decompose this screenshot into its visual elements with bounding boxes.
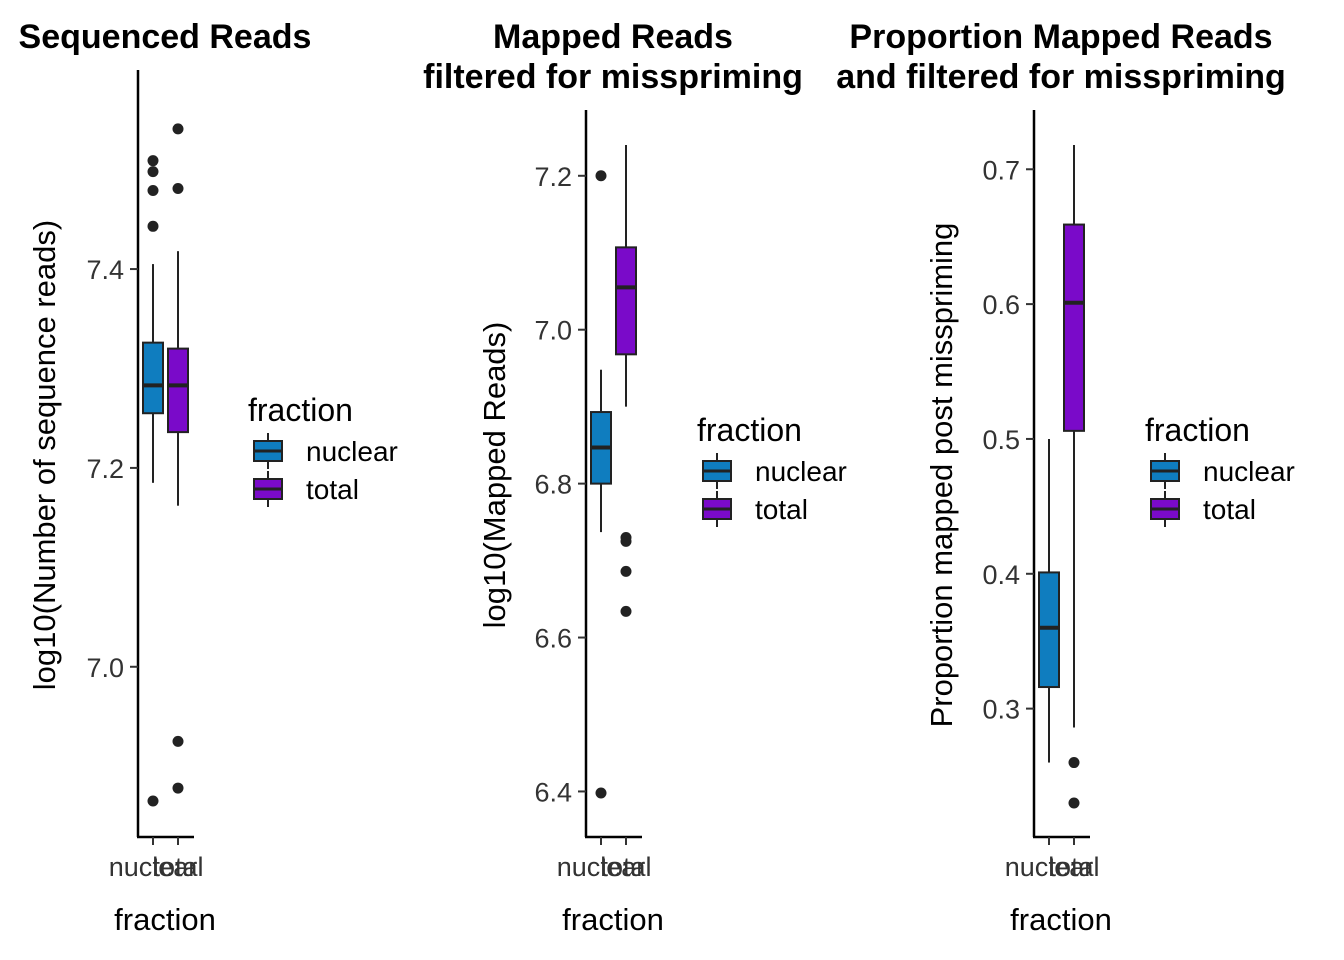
panel-title-line: and filtered for misspriming: [836, 58, 1286, 96]
legend-label-nuclear: nuclear: [755, 456, 847, 487]
box-iqr: [1038, 571, 1060, 689]
legend-label-total: total: [1203, 494, 1256, 525]
x-tick-label: total: [1048, 852, 1099, 882]
outlier-point: [147, 795, 159, 807]
y-axis-label: log10(Mapped Reads): [477, 322, 512, 629]
y-tick-label: 6.4: [534, 777, 572, 807]
outlier-point: [172, 123, 184, 135]
box-iqr: [167, 347, 189, 434]
outlier-point: [620, 565, 632, 577]
box-nuclear: [590, 170, 612, 799]
x-tick-label: nuclear: [109, 852, 198, 882]
legend-title: fraction: [1145, 412, 1250, 448]
y-axis-label: Proportion mapped post misspriming: [924, 223, 959, 728]
box-nuclear: [1038, 438, 1060, 763]
outlier-point: [620, 531, 632, 543]
legend-label-total: total: [755, 494, 808, 525]
box-iqr: [142, 341, 164, 415]
outlier-point: [1068, 797, 1080, 809]
box-total: [615, 145, 637, 617]
legend-label-nuclear: nuclear: [1203, 456, 1295, 487]
panel-title-line: Proportion Mapped Reads: [849, 18, 1272, 56]
y-tick-label: 6.8: [534, 470, 572, 500]
outlier-point: [147, 155, 159, 167]
x-tick-label: total: [152, 852, 203, 882]
legend-label-nuclear: nuclear: [306, 436, 398, 467]
y-tick-label: 7.2: [534, 162, 572, 192]
panel-title-line: Mapped Reads: [493, 18, 733, 56]
outlier-point: [172, 735, 184, 747]
x-tick-label: nuclear: [557, 852, 646, 882]
outlier-point: [620, 605, 632, 617]
y-tick-label: 7.0: [534, 316, 572, 346]
outlier-point: [147, 185, 159, 197]
y-axis-label: log10(Number of sequence reads): [27, 220, 62, 690]
y-tick-label: 0.6: [982, 290, 1020, 320]
y-tick-label: 7.2: [86, 454, 124, 484]
panel-title-line: Sequenced Reads: [19, 18, 312, 56]
x-tick-label: nuclear: [1005, 852, 1094, 882]
panel-1: Sequenced Reads7.07.27.4nucleartotalfrac…: [19, 18, 398, 937]
outlier-point: [172, 782, 184, 794]
legend: fraction nuclear total: [1145, 412, 1295, 527]
legend-label-total: total: [306, 474, 359, 505]
y-tick-label: 7.0: [86, 653, 124, 683]
outlier-point: [147, 220, 159, 232]
y-tick-label: 0.3: [982, 695, 1020, 725]
x-axis-label: fraction: [562, 902, 664, 937]
outlier-point: [595, 787, 607, 799]
y-tick-label: 6.6: [534, 624, 572, 654]
box-total: [167, 123, 189, 794]
outlier-point: [147, 166, 159, 178]
box-iqr: [615, 246, 637, 356]
y-tick-label: 0.7: [982, 155, 1020, 185]
legend-title: fraction: [248, 392, 353, 428]
x-axis-label: fraction: [114, 902, 216, 937]
legend: fraction nuclear total: [248, 392, 398, 507]
panel-title-line: filtered for misspriming: [423, 58, 803, 96]
x-axis-label: fraction: [1010, 902, 1112, 937]
outlier-point: [1068, 757, 1080, 769]
outlier-point: [595, 170, 607, 182]
box-nuclear: [142, 155, 164, 807]
box-iqr: [1063, 223, 1085, 432]
x-tick-label: total: [600, 852, 651, 882]
outlier-point: [172, 183, 184, 195]
y-tick-label: 7.4: [86, 255, 124, 285]
y-tick-label: 0.4: [982, 560, 1020, 590]
y-tick-label: 0.5: [982, 425, 1020, 455]
legend: fraction nuclear total: [697, 412, 847, 527]
box-total: [1063, 145, 1085, 809]
legend-title: fraction: [697, 412, 802, 448]
